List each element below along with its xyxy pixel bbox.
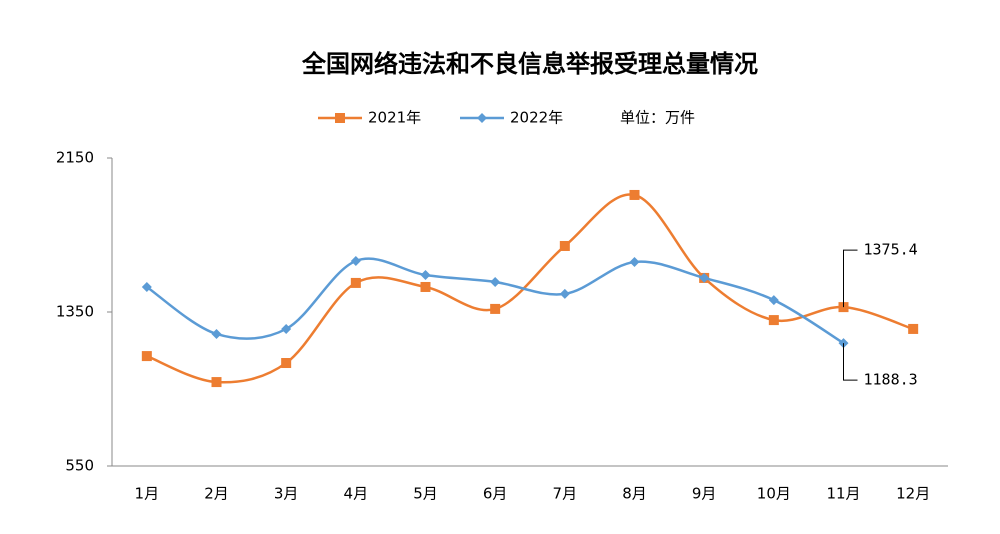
marker bbox=[350, 277, 361, 288]
marker bbox=[768, 295, 779, 306]
series-line bbox=[146, 257, 845, 345]
x-tick-label: 11月 bbox=[826, 485, 860, 503]
marker bbox=[699, 272, 710, 283]
x-tick-label: 7月 bbox=[553, 485, 578, 503]
marker bbox=[908, 323, 919, 334]
marker bbox=[211, 328, 222, 339]
marker bbox=[559, 288, 570, 299]
marker bbox=[420, 270, 431, 281]
leader-line bbox=[843, 343, 858, 381]
marker bbox=[350, 255, 361, 266]
marker bbox=[629, 189, 640, 200]
marker bbox=[490, 276, 501, 287]
marker bbox=[211, 377, 222, 388]
marker bbox=[141, 351, 152, 362]
y-tick-label: 550 bbox=[65, 457, 94, 475]
x-tick-label: 12月 bbox=[896, 485, 930, 503]
chart-title: 全国网络违法和不良信息举报受理总量情况 bbox=[301, 50, 758, 78]
x-tick-label: 5月 bbox=[413, 485, 438, 503]
x-tick-label: 2月 bbox=[204, 485, 229, 503]
x-tick-label: 1月 bbox=[135, 485, 160, 503]
marker bbox=[420, 281, 431, 292]
marker bbox=[629, 256, 640, 267]
unit-label: 单位：万件 bbox=[620, 109, 695, 127]
marker bbox=[490, 303, 501, 314]
x-tick-label: 4月 bbox=[344, 485, 369, 503]
x-tick-label: 6月 bbox=[483, 485, 508, 503]
marker bbox=[281, 358, 292, 369]
legend-label: 2022年 bbox=[510, 109, 563, 127]
y-tick-label: 1350 bbox=[56, 303, 94, 321]
data-label: 1188.3 bbox=[864, 371, 918, 389]
data-label: 1375.4 bbox=[864, 241, 918, 259]
marker bbox=[559, 240, 570, 251]
x-tick-label: 3月 bbox=[274, 485, 299, 503]
marker bbox=[335, 113, 345, 123]
legend-label: 2021年 bbox=[368, 109, 421, 127]
leader-line bbox=[843, 249, 858, 308]
y-tick-label: 2150 bbox=[56, 149, 94, 167]
x-tick-label: 10月 bbox=[757, 485, 791, 503]
x-tick-label: 8月 bbox=[622, 485, 647, 503]
x-tick-label: 9月 bbox=[692, 485, 717, 503]
marker bbox=[141, 281, 152, 292]
series-line bbox=[146, 193, 914, 384]
marker bbox=[768, 315, 779, 326]
marker bbox=[281, 323, 292, 334]
marker bbox=[477, 113, 487, 123]
